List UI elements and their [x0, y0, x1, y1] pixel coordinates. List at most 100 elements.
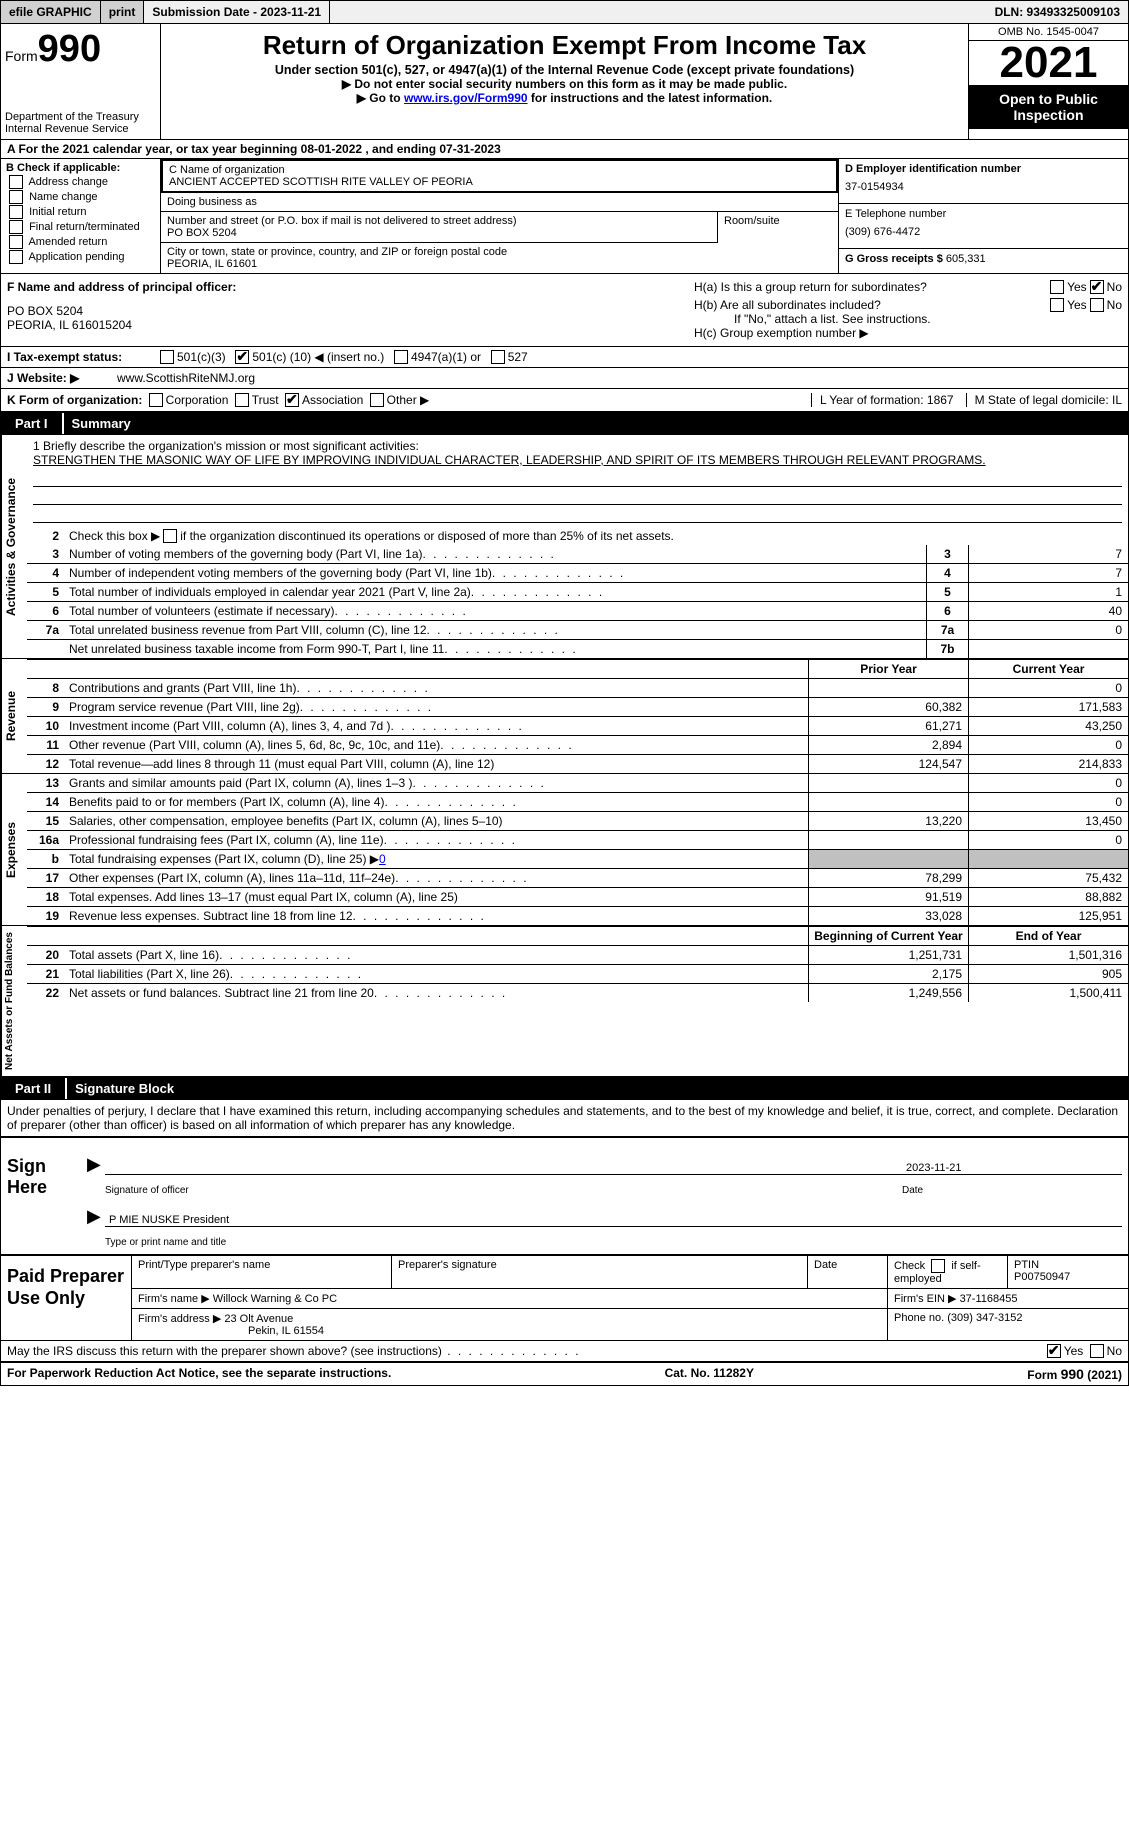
- block-c: C Name of organization ANCIENT ACCEPTED …: [161, 159, 838, 273]
- sidelabel-expenses: Expenses: [1, 774, 27, 925]
- row7a-text: Total unrelated business revenue from Pa…: [63, 621, 926, 639]
- footer-pra: For Paperwork Reduction Act Notice, see …: [7, 1366, 391, 1382]
- block-b: B Check if applicable: Address change Na…: [1, 159, 161, 273]
- ein-value: 37-0154934: [845, 175, 1122, 199]
- sidelabel-net-assets: Net Assets or Fund Balances: [1, 926, 27, 1076]
- part1-header: Part I Summary: [0, 412, 1129, 435]
- checkbox-application-pending[interactable]: [9, 250, 23, 264]
- row6-text: Total number of volunteers (estimate if …: [63, 602, 926, 620]
- checkbox-501c3[interactable]: [160, 350, 174, 364]
- ein-label: D Employer identification number: [845, 163, 1122, 175]
- arrow-icon: ▶: [87, 1154, 105, 1175]
- checkbox-501c[interactable]: [235, 350, 249, 364]
- row6-value: 40: [968, 602, 1128, 620]
- row21-text: Total liabilities (Part X, line 26): [63, 965, 808, 983]
- ptin-value: P00750947: [1014, 1271, 1122, 1283]
- checkbox-amended-return[interactable]: [9, 235, 23, 249]
- checkbox-ha-no[interactable]: [1090, 280, 1104, 294]
- street-label: Number and street (or P.O. box if mail i…: [167, 215, 711, 227]
- form-subtitle3: ▶ Go to www.irs.gov/Form990 for instruct…: [167, 91, 962, 105]
- website-url: www.ScottishRiteNMJ.org: [117, 371, 255, 385]
- row3-value: 7: [968, 545, 1128, 563]
- sig-caption: Signature of officer: [105, 1185, 884, 1196]
- checkbox-final-return[interactable]: [9, 220, 23, 234]
- checkbox-corporation[interactable]: [149, 393, 163, 407]
- row12-text: Total revenue—add lines 8 through 11 (mu…: [63, 755, 808, 773]
- prep-date-label: Date: [808, 1256, 888, 1288]
- row7b-text: Net unrelated business taxable income fr…: [63, 640, 926, 658]
- top-bar: efile GRAPHIC print Submission Date - 20…: [0, 0, 1129, 24]
- form-title: Return of Organization Exempt From Incom…: [167, 30, 962, 61]
- mission-text: STRENGTHEN THE MASONIC WAY OF LIFE BY IM…: [33, 453, 1122, 467]
- part1-title: Summary: [64, 413, 1128, 434]
- tax-year: 2021: [969, 41, 1128, 85]
- row7b-value: [968, 640, 1128, 658]
- form-subtitle1: Under section 501(c), 527, or 4947(a)(1)…: [167, 63, 962, 77]
- dba-label: Doing business as: [167, 196, 832, 208]
- line-k: K Form of organization: Corporation Trus…: [0, 389, 1129, 412]
- row3-text: Number of voting members of the governin…: [63, 545, 926, 563]
- prep-name-label: Print/Type preparer's name: [132, 1256, 392, 1288]
- firm-ein-label: Firm's EIN ▶: [894, 1293, 957, 1305]
- signature-date: 2023-11-21: [902, 1162, 1122, 1175]
- paid-preparer-label: Paid Preparer Use Only: [1, 1256, 131, 1340]
- checkbox-other[interactable]: [370, 393, 384, 407]
- row19-text: Revenue less expenses. Subtract line 18 …: [63, 907, 808, 925]
- entity-block: B Check if applicable: Address change Na…: [0, 159, 1129, 274]
- line-i: I Tax-exempt status: 501(c)(3) 501(c) (1…: [1, 346, 1128, 367]
- part2-header: Part II Signature Block: [0, 1077, 1129, 1100]
- row17-text: Other expenses (Part IX, column (A), lin…: [63, 869, 808, 887]
- org-name: ANCIENT ACCEPTED SCOTTISH RITE VALLEY OF…: [169, 176, 830, 188]
- print-button[interactable]: print: [101, 1, 145, 23]
- firm-name-label: Firm's name ▶: [138, 1293, 210, 1305]
- checkbox-address-change[interactable]: [9, 175, 23, 189]
- arrow-icon: ▶: [87, 1206, 105, 1227]
- hc-label: H(c) Group exemption number ▶: [694, 326, 1122, 340]
- firm-phone: (309) 347-3152: [947, 1312, 1022, 1324]
- checkbox-discontinued[interactable]: [163, 529, 177, 543]
- room-suite-label: Room/suite: [718, 212, 838, 243]
- checkbox-mayirs-yes[interactable]: [1047, 1344, 1061, 1358]
- row13-text: Grants and similar amounts paid (Part IX…: [63, 774, 808, 792]
- principal-officer-label: F Name and address of principal officer:: [7, 280, 682, 294]
- footer: For Paperwork Reduction Act Notice, see …: [0, 1362, 1129, 1386]
- irs-link[interactable]: www.irs.gov/Form990: [404, 91, 528, 105]
- hb-label: H(b) Are all subordinates included?: [694, 298, 1047, 312]
- fghij-block: F Name and address of principal officer:…: [0, 274, 1129, 389]
- row5-text: Total number of individuals employed in …: [63, 583, 926, 601]
- signature-section: Under penalties of perjury, I declare th…: [0, 1100, 1129, 1362]
- firm-ein: 37-1168455: [960, 1293, 1018, 1305]
- col-beginning-year: Beginning of Current Year: [808, 927, 968, 945]
- checkbox-4947[interactable]: [394, 350, 408, 364]
- telephone-label: E Telephone number: [845, 208, 1122, 220]
- checkbox-ha-yes[interactable]: [1050, 280, 1064, 294]
- checkbox-self-employed[interactable]: [931, 1259, 945, 1273]
- firm-addr-label: Firm's address ▶: [138, 1313, 221, 1325]
- firm-name: Willock Warning & Co PC: [213, 1293, 337, 1305]
- row18-text: Total expenses. Add lines 13–17 (must eq…: [63, 888, 808, 906]
- checkbox-mayirs-no[interactable]: [1090, 1344, 1104, 1358]
- block-f: F Name and address of principal officer:…: [1, 274, 688, 346]
- checkbox-trust[interactable]: [235, 393, 249, 407]
- footer-form: Form 990 (2021): [1027, 1366, 1122, 1382]
- ha-label: H(a) Is this a group return for subordin…: [694, 280, 1047, 294]
- officer-addr1: PO BOX 5204: [7, 304, 682, 318]
- declaration-text: Under penalties of perjury, I declare th…: [1, 1100, 1128, 1136]
- checkbox-name-change[interactable]: [9, 190, 23, 204]
- dept-treasury: Department of the Treasury Internal Reve…: [5, 111, 156, 135]
- checkbox-527[interactable]: [491, 350, 505, 364]
- line-j: J Website: ▶ www.ScottishRiteNMJ.org: [1, 367, 1128, 388]
- checkbox-initial-return[interactable]: [9, 205, 23, 219]
- row7a-value: 0: [968, 621, 1128, 639]
- telephone-value: (309) 676-4472: [845, 220, 1122, 244]
- date-caption: Date: [902, 1185, 1122, 1196]
- checkbox-hb-no[interactable]: [1090, 298, 1104, 312]
- checkbox-hb-yes[interactable]: [1050, 298, 1064, 312]
- firm-addr1: 23 Olt Avenue: [224, 1313, 293, 1325]
- sign-here-label: Sign Here: [1, 1138, 81, 1254]
- line-a-tax-year: A For the 2021 calendar year, or tax yea…: [0, 140, 1129, 159]
- checkbox-association[interactable]: [285, 393, 299, 407]
- row5-value: 1: [968, 583, 1128, 601]
- row8-text: Contributions and grants (Part VIII, lin…: [63, 679, 808, 697]
- block-b-label: B Check if applicable:: [6, 162, 155, 174]
